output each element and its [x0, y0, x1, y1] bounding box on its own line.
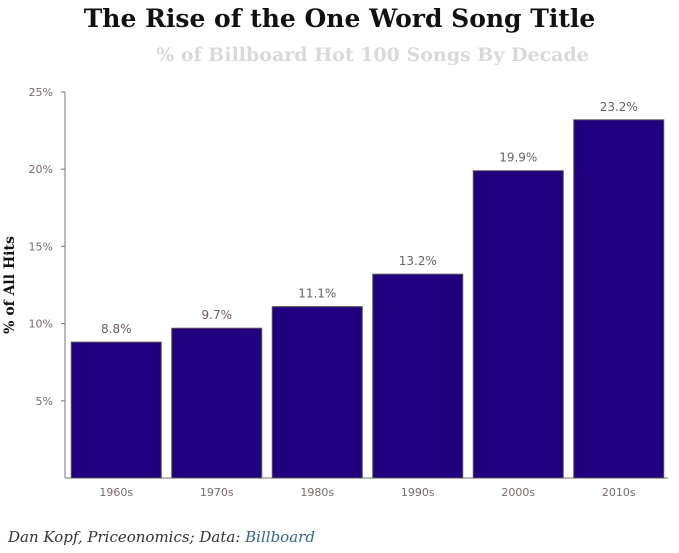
- x-tick-label: 1970s: [200, 486, 234, 499]
- y-tick-label: 15%: [29, 240, 53, 253]
- bar: [472, 170, 564, 479]
- credit-text: Dan Kopf, Priceonomics; Data:: [8, 528, 246, 546]
- source-link[interactable]: Billboard: [245, 528, 315, 546]
- bar-value-label: 23.2%: [600, 100, 638, 114]
- bar: [372, 273, 464, 479]
- bars: 8.8% 1960s 9.7% 1970s 11.1% 1980s 13.2% 1990s 19…: [70, 100, 665, 499]
- x-tick-label: 1960s: [99, 486, 133, 499]
- bar: [573, 119, 665, 479]
- chart-subtitle: % of Billboard Hot 100 Songs By Decade: [156, 44, 589, 66]
- x-tick-label: 1980s: [300, 486, 334, 499]
- x-tick-label: 2010s: [602, 486, 636, 499]
- bar-value-label: 9.7%: [202, 308, 233, 322]
- y-tick-label: 25%: [29, 86, 53, 99]
- bar: [271, 306, 363, 479]
- x-tick-label: 2000s: [501, 486, 535, 499]
- bar-value-label: 11.1%: [298, 287, 336, 301]
- bar-chart: % of All Hits 5% 10% 15% 20% 25% 8.8% 1960s 9.…: [2, 86, 668, 499]
- y-axis-label: % of All Hits: [2, 236, 18, 334]
- bar-value-label: 13.2%: [399, 254, 437, 268]
- footer-credit: Dan Kopf, Priceonomics; Data: Billboard: [8, 528, 315, 546]
- y-tick-label: 20%: [29, 163, 53, 176]
- chart-title: The Rise of the One Word Song Title: [83, 4, 596, 33]
- y-tick-label: 10%: [29, 318, 53, 331]
- bar: [70, 341, 162, 479]
- axes: 5% 10% 15% 20% 25%: [29, 86, 668, 479]
- bar: [171, 327, 263, 479]
- y-tick-label: 5%: [36, 395, 53, 408]
- x-tick-label: 1990s: [401, 486, 435, 499]
- bar-value-label: 8.8%: [101, 322, 132, 336]
- bar-value-label: 19.9%: [499, 151, 537, 165]
